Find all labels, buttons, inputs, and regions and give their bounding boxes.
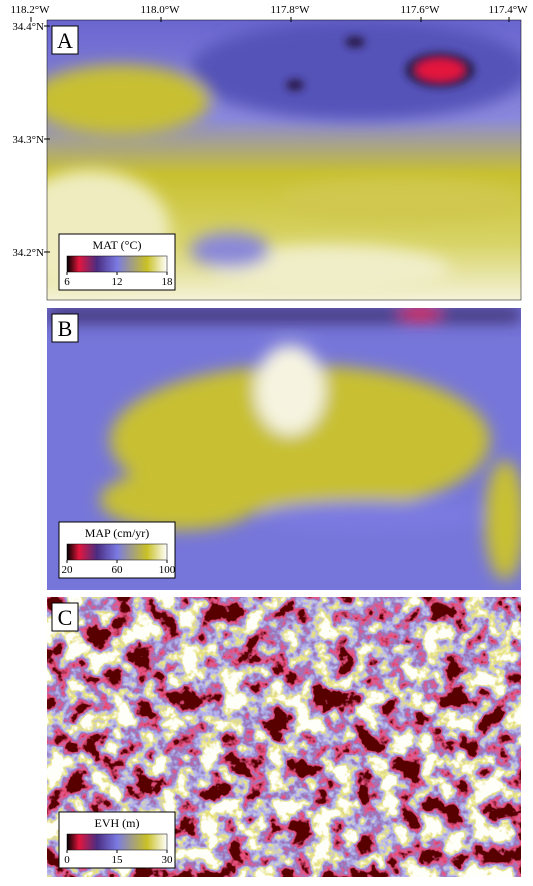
colorbar-tick-label: 60 (112, 564, 124, 576)
lon-label: 118.2°W (10, 4, 50, 16)
lon-label: 117.4°W (488, 4, 528, 16)
panel-letter: A (57, 28, 73, 53)
legend-title: MAT (°C) (93, 238, 142, 252)
panel-letter: B (58, 316, 73, 341)
legend-title: MAP (cm/yr) (85, 526, 150, 540)
colorbar-tick-label: 30 (162, 854, 174, 866)
panel-letter-box (51, 313, 79, 343)
panel-letter-box (51, 25, 79, 55)
legend-title: EVH (m) (95, 816, 140, 830)
lat-label: 34.4°N (12, 21, 44, 33)
colorbar-tick-label: 12 (112, 276, 123, 288)
colorbar-tick-label: 6 (64, 276, 70, 288)
colorbar-tick-label: 100 (159, 564, 176, 576)
lon-label: 117.6°W (400, 4, 440, 16)
lat-label: 34.3°N (12, 134, 44, 146)
colorbar-tick-label: 15 (112, 854, 124, 866)
map-b (47, 308, 521, 590)
colorbar (66, 255, 168, 273)
colorbar (66, 543, 168, 561)
colorbar-tick-label: 20 (62, 564, 74, 576)
panel-letter: C (58, 605, 73, 630)
colorbar-tick-label: 18 (162, 276, 174, 288)
colorbar (66, 833, 168, 851)
lon-label: 117.8°W (270, 4, 310, 16)
panel-letter-box (51, 602, 79, 632)
lat-label: 34.2°N (12, 247, 44, 259)
colorbar-tick-label: 0 (64, 854, 70, 866)
lon-label: 118.0°W (140, 4, 180, 16)
